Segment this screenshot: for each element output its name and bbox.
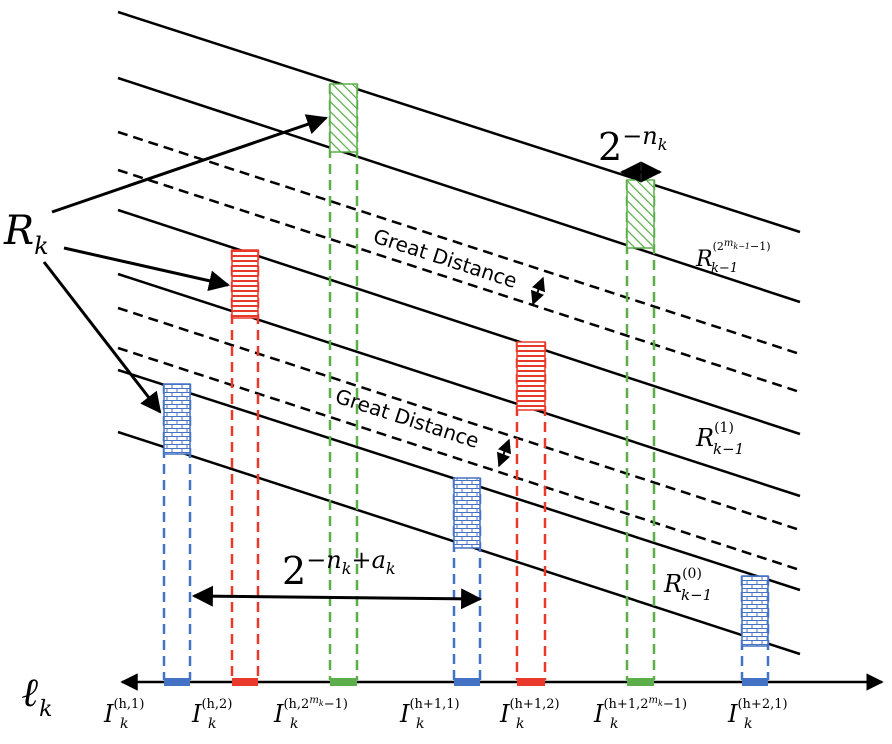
rk1-label-mid: R(1) k−1 bbox=[695, 410, 744, 458]
rk-block-blue bbox=[741, 575, 769, 647]
interval-label: I(h,2) k bbox=[191, 697, 232, 732]
rk1-label-bot: R(0) k−1 bbox=[663, 556, 712, 604]
width-large-arrow bbox=[191, 585, 483, 610]
rk-block-green bbox=[626, 179, 655, 249]
strip-line-solid bbox=[117, 272, 801, 498]
interval-mark-green bbox=[330, 678, 357, 686]
interval-label: I(h+1,2mk−1) k bbox=[593, 695, 687, 732]
interval-mark-red bbox=[232, 678, 258, 686]
width-large-label: 2−nk+ak bbox=[282, 546, 396, 593]
rk-block-green bbox=[329, 83, 358, 153]
rk-blocks bbox=[163, 83, 769, 647]
rk-arrow-blue bbox=[42, 261, 162, 414]
interval-label: I(h+2,1) k bbox=[727, 697, 788, 732]
strip-line-dashed bbox=[117, 130, 801, 356]
strip-line-dashed bbox=[117, 168, 801, 394]
axis-label: ℓk bbox=[22, 669, 52, 722]
interval-marks bbox=[164, 678, 768, 686]
strip-line-dashed bbox=[117, 306, 801, 532]
strip-line-solid bbox=[117, 10, 801, 234]
strip-lines bbox=[117, 10, 801, 656]
interval-labels: I(h,1) k I(h,2) k I(h,2mk−1) k I(h+1,1) k I(h+1,… bbox=[103, 695, 788, 732]
great-distance-arrow-top bbox=[530, 276, 546, 306]
interval-mark-green bbox=[627, 678, 654, 686]
rk-block-blue bbox=[453, 477, 481, 549]
interval-mark-blue bbox=[742, 678, 768, 686]
projection-columns bbox=[162, 84, 770, 680]
rk1-label-top: R(2mk−1−1) k−1 bbox=[695, 231, 778, 276]
interval-mark-red bbox=[517, 678, 545, 686]
rk-block-blue bbox=[163, 383, 191, 455]
rk-block-red bbox=[231, 249, 259, 319]
rk-label: Rk bbox=[3, 208, 49, 260]
interval-label: I(h,1) k bbox=[103, 697, 144, 732]
strip-line-solid bbox=[117, 208, 801, 436]
strip-line-solid bbox=[117, 76, 801, 304]
interval-label: I(h+1,1) k bbox=[399, 697, 460, 732]
rk-arrows bbox=[42, 114, 328, 414]
interval-mark-blue bbox=[454, 678, 480, 686]
rk-arrow-green bbox=[51, 114, 328, 214]
rk-arrow-red bbox=[63, 246, 231, 292]
interval-label: I(h,2mk−1) k bbox=[273, 695, 348, 732]
width-small-label: 2−nk bbox=[598, 122, 667, 169]
great-distance-arrow-mid bbox=[496, 438, 512, 468]
interval-label: I(h+1,2) k bbox=[499, 697, 560, 732]
interval-mark-blue bbox=[164, 678, 190, 686]
rk-block-red bbox=[516, 341, 546, 411]
